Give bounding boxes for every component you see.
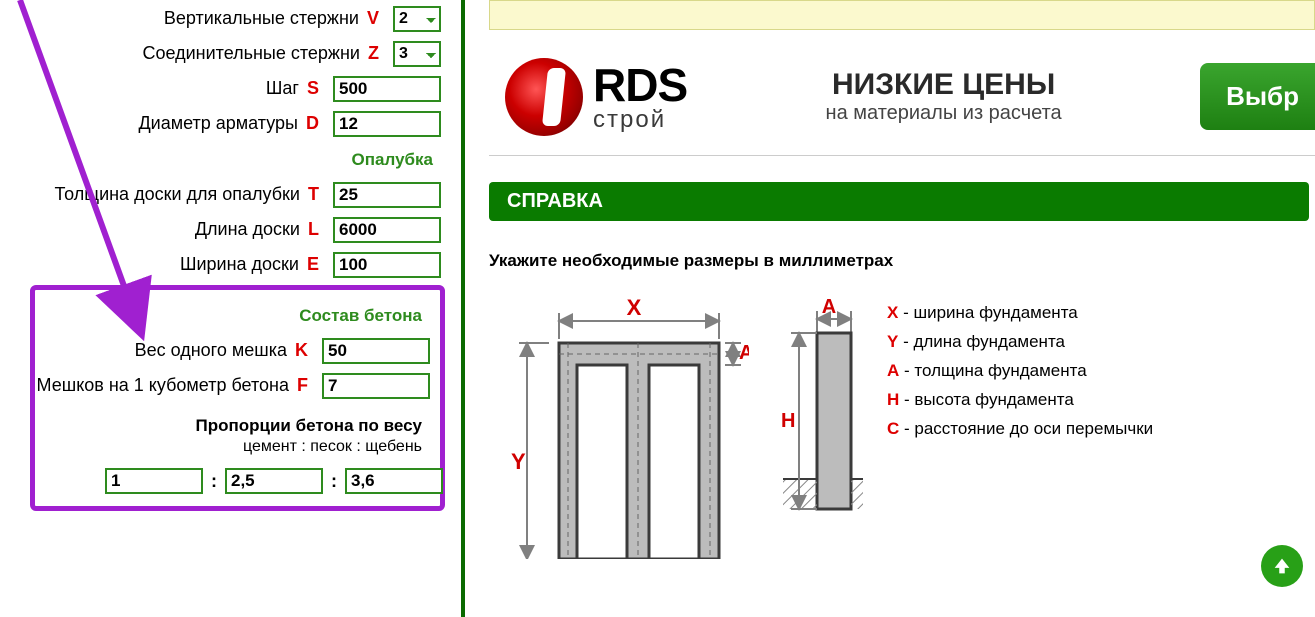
svg-text:A: A	[822, 299, 836, 318]
arrow-up-icon	[1271, 555, 1293, 577]
svg-text:A: A	[739, 342, 749, 364]
colon2: :	[331, 471, 337, 492]
ad-cta-button[interactable]: Выбр	[1200, 63, 1315, 130]
ad-logo: RDS строй	[505, 58, 687, 136]
input-rebar-diam[interactable]	[333, 111, 441, 137]
help-intro-text: Укажите необходимые размеры в миллиметра…	[489, 251, 1315, 271]
input-bag-weight[interactable]	[322, 338, 430, 364]
legend-h: H - высота фундамента	[887, 386, 1153, 415]
svg-text:H: H	[781, 410, 795, 432]
diagram-legend: X - ширина фундамента Y - длина фундамен…	[887, 299, 1153, 443]
diagram-section: A H	[773, 299, 863, 559]
label-bag-weight: Вес одного мешка K	[135, 340, 316, 361]
ad-headline: НИЗКИЕ ЦЕНЫ	[687, 68, 1200, 102]
svg-text:Y: Y	[511, 449, 526, 474]
ad-text: НИЗКИЕ ЦЕНЫ на материалы из расчета	[687, 68, 1200, 125]
notice-strip	[489, 0, 1315, 30]
input-board-thick[interactable]	[333, 182, 441, 208]
input-prop-sand[interactable]	[225, 468, 323, 494]
row-step: Шаг S	[0, 72, 441, 105]
legend-x: X - ширина фундамента	[887, 299, 1153, 328]
row-board-len: Длина доски L	[0, 213, 441, 246]
row-board-thick: Толщина доски для опалубки T	[0, 178, 441, 211]
concrete-highlight-box: Состав бетона Вес одного мешка K Мешков …	[30, 285, 445, 511]
input-bags-per-m3[interactable]	[322, 373, 430, 399]
scroll-to-top-button[interactable]	[1261, 545, 1303, 587]
input-prop-gravel[interactable]	[345, 468, 443, 494]
help-section-bar: СПРАВКА	[489, 182, 1309, 221]
section-formwork: Опалубка	[0, 150, 433, 170]
row-board-wid: Ширина доски E	[0, 248, 441, 281]
row-vertical-rods: Вертикальные стержни V 2	[0, 2, 441, 35]
row-bags-per-m3: Мешков на 1 кубометр бетона F	[35, 369, 430, 402]
label-board-wid: Ширина доски E	[180, 254, 327, 275]
label-bags-per-m3: Мешков на 1 кубометр бетона F	[37, 375, 316, 396]
section-concrete: Состав бетона	[35, 306, 422, 326]
label-vertical-rods: Вертикальные стержни V	[164, 8, 387, 29]
label-board-thick: Толщина доски для опалубки T	[55, 184, 327, 205]
row-rebar-diam: Диаметр арматуры D	[0, 107, 441, 140]
logo-text-bottom: строй	[593, 108, 687, 132]
row-connector-rods: Соединительные стержни Z 3	[0, 37, 441, 70]
logo-icon	[505, 58, 583, 136]
label-step: Шаг S	[266, 78, 327, 99]
input-step[interactable]	[333, 76, 441, 102]
select-connector-rods[interactable]: 3	[393, 41, 441, 67]
legend-c: C - расстояние до оси перемычки	[887, 415, 1153, 444]
label-board-len: Длина доски L	[195, 219, 327, 240]
ad-banner: RDS строй НИЗКИЕ ЦЕНЫ на материалы из ра…	[489, 38, 1315, 156]
input-prop-cement[interactable]	[105, 468, 203, 494]
row-bag-weight: Вес одного мешка K	[35, 334, 430, 367]
label-rebar-diam: Диаметр арматуры D	[138, 113, 327, 134]
svg-text:X: X	[627, 299, 642, 320]
logo-text-top: RDS	[593, 62, 687, 108]
legend-y: Y - длина фундамента	[887, 328, 1153, 357]
proportion-sub: цемент : песок : щебень	[35, 438, 422, 456]
proportion-title: Пропорции бетона по весу	[35, 416, 422, 436]
legend-a: A - толщина фундамента	[887, 357, 1153, 386]
colon1: :	[211, 471, 217, 492]
diagram-plan: X Y A	[489, 299, 749, 559]
input-board-len[interactable]	[333, 217, 441, 243]
label-connector-rods: Соединительные стержни Z	[142, 43, 387, 64]
ad-subline: на материалы из расчета	[687, 102, 1200, 125]
select-vertical-rods[interactable]: 2	[393, 6, 441, 32]
proportion-row: : :	[105, 468, 440, 494]
input-board-wid[interactable]	[333, 252, 441, 278]
